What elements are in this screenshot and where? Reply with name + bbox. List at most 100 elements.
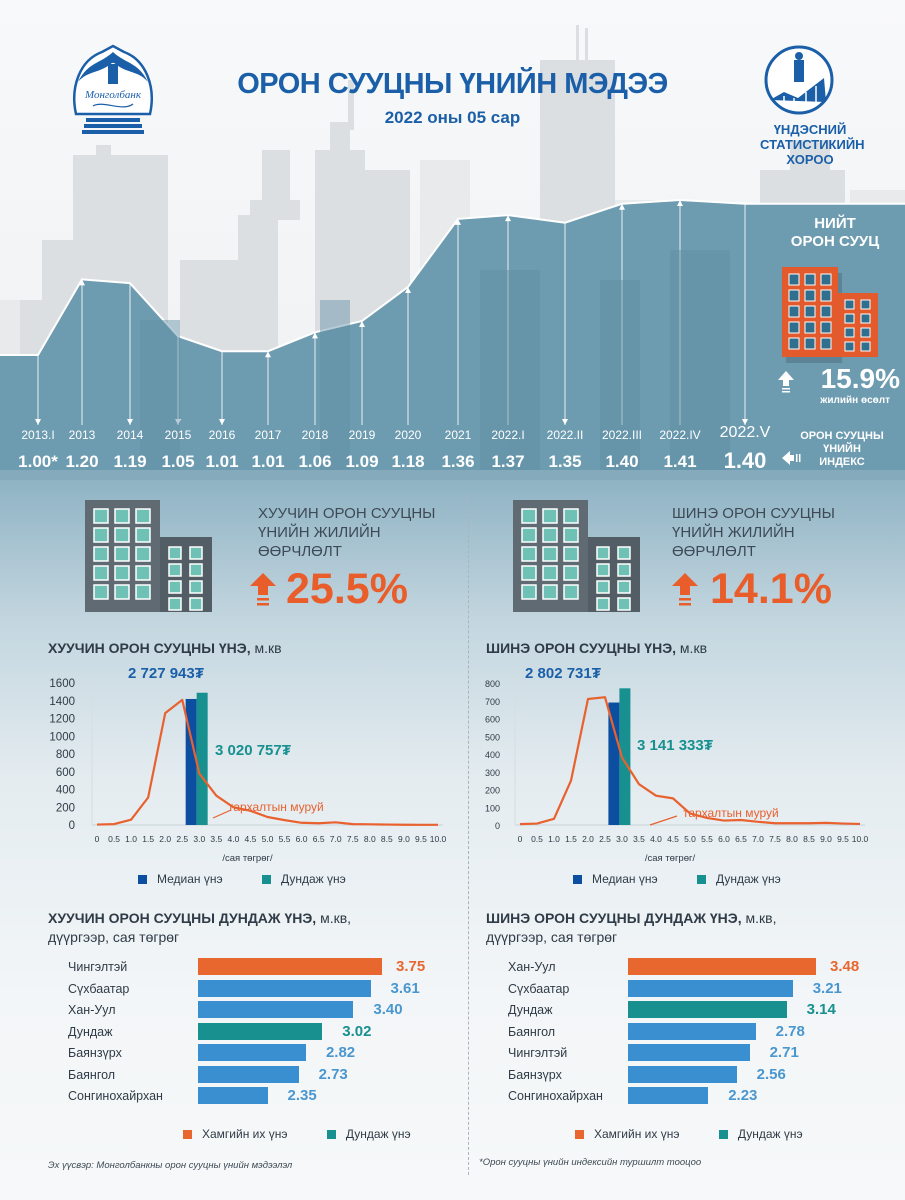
x-tick-label: 6.5 bbox=[313, 834, 325, 844]
x-tick-label: 4.5 bbox=[245, 834, 257, 844]
window bbox=[135, 565, 151, 581]
window bbox=[521, 546, 537, 562]
x-tick-label: 1.0 bbox=[548, 834, 560, 844]
district-bar-row: Сүхбаатар 3.61 bbox=[68, 979, 488, 998]
page-subtitle: 2022 оны 05 сар bbox=[384, 108, 521, 127]
window bbox=[596, 563, 610, 577]
index-marker-arrow bbox=[742, 419, 748, 425]
short-building bbox=[588, 537, 640, 612]
up-arrow-icon bbox=[250, 573, 276, 606]
x-tick-label: 6.0 bbox=[718, 834, 730, 844]
window bbox=[860, 313, 871, 324]
window bbox=[820, 321, 832, 334]
window bbox=[542, 565, 558, 581]
window bbox=[521, 508, 537, 524]
district-bar bbox=[198, 979, 371, 997]
x-tick-label: 1.5 bbox=[565, 834, 577, 844]
window bbox=[521, 565, 537, 581]
window bbox=[168, 546, 182, 560]
svg-text:Монголбанк: Монголбанк bbox=[84, 89, 142, 101]
x-axis-label: /сая төгрөг/ bbox=[222, 853, 273, 864]
index-year-label: 2016 bbox=[208, 428, 236, 442]
district-value: 2.82 bbox=[325, 1044, 356, 1061]
median-value-label: 2 727 943₮ bbox=[128, 665, 204, 682]
window bbox=[788, 337, 800, 350]
window bbox=[114, 565, 130, 581]
curve-label: тархалтын муруй bbox=[683, 806, 779, 820]
district-bar-row: Хан-Уул 3.48 bbox=[508, 958, 905, 976]
legend-swatch bbox=[718, 1130, 728, 1140]
x-tick-label: 7.0 bbox=[330, 834, 342, 844]
old-district-title: ХУУЧИН ОРОН СУУЦНЫ ДУНДАЖ ҮНЭ, м.кв, bbox=[48, 910, 352, 926]
index-value-label: 1.35 bbox=[548, 452, 582, 471]
district-label: Сүхбаатар bbox=[68, 981, 130, 996]
window bbox=[93, 584, 109, 600]
district-bar-row: Баянзүрх 2.56 bbox=[508, 1065, 905, 1084]
legend-swatch bbox=[573, 875, 582, 885]
new-change-value: 14.1% bbox=[710, 565, 832, 613]
district-value: 3.61 bbox=[390, 979, 420, 997]
x-tick-label: 0 bbox=[518, 834, 523, 844]
window bbox=[820, 305, 832, 318]
old-distribution-legend: Медиан үнэ Дундаж үнэ bbox=[138, 872, 382, 886]
y-tick-label: 300 bbox=[485, 768, 500, 778]
district-bar bbox=[198, 1087, 268, 1104]
district-bar-row: Чингэлтэй 2.71 bbox=[508, 1044, 905, 1062]
district-bar bbox=[198, 1001, 354, 1018]
total-housing-title: НИЙТ ОРОН СУУЦ bbox=[790, 215, 880, 250]
index-marker-arrow bbox=[35, 419, 41, 425]
x-tick-label: 1.5 bbox=[142, 834, 154, 844]
x-tick-label: 9.5 bbox=[837, 834, 849, 844]
x-tick-label: 8.0 bbox=[786, 834, 798, 844]
index-value-label: 1.41 bbox=[663, 452, 697, 471]
index-area bbox=[0, 200, 905, 480]
x-tick-label: 9.0 bbox=[820, 834, 832, 844]
nso-name: ҮНДЭСНИЙ СТАТИСТИКИЙН ХОРОО bbox=[760, 122, 865, 167]
total-growth-value: 15.9% bbox=[820, 363, 900, 394]
window bbox=[114, 546, 130, 562]
district-label: Сонгинохайрхан bbox=[508, 1089, 603, 1103]
window bbox=[521, 527, 537, 543]
window bbox=[596, 597, 610, 611]
x-tick-label: 0 bbox=[95, 834, 100, 844]
window bbox=[563, 546, 579, 562]
old-district-bar-chart: Чингэлтэй 3.75 Сүхбаатар 3.61 Хан-Уул 3.40 Дун… bbox=[68, 958, 468, 1108]
index-marker-arrow bbox=[79, 279, 85, 286]
window bbox=[114, 584, 130, 600]
x-tick-label: 9.5 bbox=[415, 834, 427, 844]
index-value-label: 1.05 bbox=[161, 452, 195, 471]
y-tick-label: 400 bbox=[485, 750, 500, 760]
window bbox=[844, 299, 855, 310]
window bbox=[135, 584, 151, 600]
legend-avg: Дундаж үнэ bbox=[326, 1127, 411, 1141]
x-tick-label: 4.5 bbox=[667, 834, 679, 844]
window bbox=[804, 337, 816, 350]
x-tick-label: 8.5 bbox=[381, 834, 393, 844]
old-change-value: 25.5% bbox=[286, 565, 408, 613]
window bbox=[542, 527, 558, 543]
legend-swatch bbox=[575, 1130, 584, 1140]
index-value-label: 1.00* bbox=[18, 452, 58, 471]
index-year-label: 2022.IV bbox=[659, 428, 701, 442]
x-tick-label: 10.0 bbox=[430, 834, 447, 844]
legend-mean: Дундаж үнэ bbox=[696, 872, 781, 886]
window bbox=[168, 580, 182, 594]
window bbox=[93, 527, 109, 543]
page-title: ОРОН СУУЦНЫ ҮНИЙН МЭДЭЭ bbox=[237, 68, 668, 100]
district-label: Дундаж bbox=[68, 1024, 113, 1039]
district-label: Сүхбаатар bbox=[508, 981, 570, 996]
district-value: 3.75 bbox=[396, 958, 426, 975]
mean-value-label: 3 141 333₮ bbox=[637, 737, 713, 754]
district-bar-row: Чингэлтэй 3.75 bbox=[68, 958, 488, 976]
window bbox=[804, 305, 816, 318]
window bbox=[93, 565, 109, 581]
legend-median: Медиан үнэ bbox=[138, 872, 223, 886]
window bbox=[563, 565, 579, 581]
window bbox=[542, 584, 558, 600]
index-year-label: 2022.III bbox=[601, 428, 643, 442]
source-note: Эх үүсвэр: Монголбанкны орон сууцны үний… bbox=[48, 1160, 293, 1171]
index-marker-arrow bbox=[677, 200, 683, 206]
district-bar-row: Сонгинохайрхан 2.35 bbox=[68, 1087, 488, 1105]
window bbox=[189, 580, 203, 594]
x-tick-label: 0.5 bbox=[108, 834, 120, 844]
